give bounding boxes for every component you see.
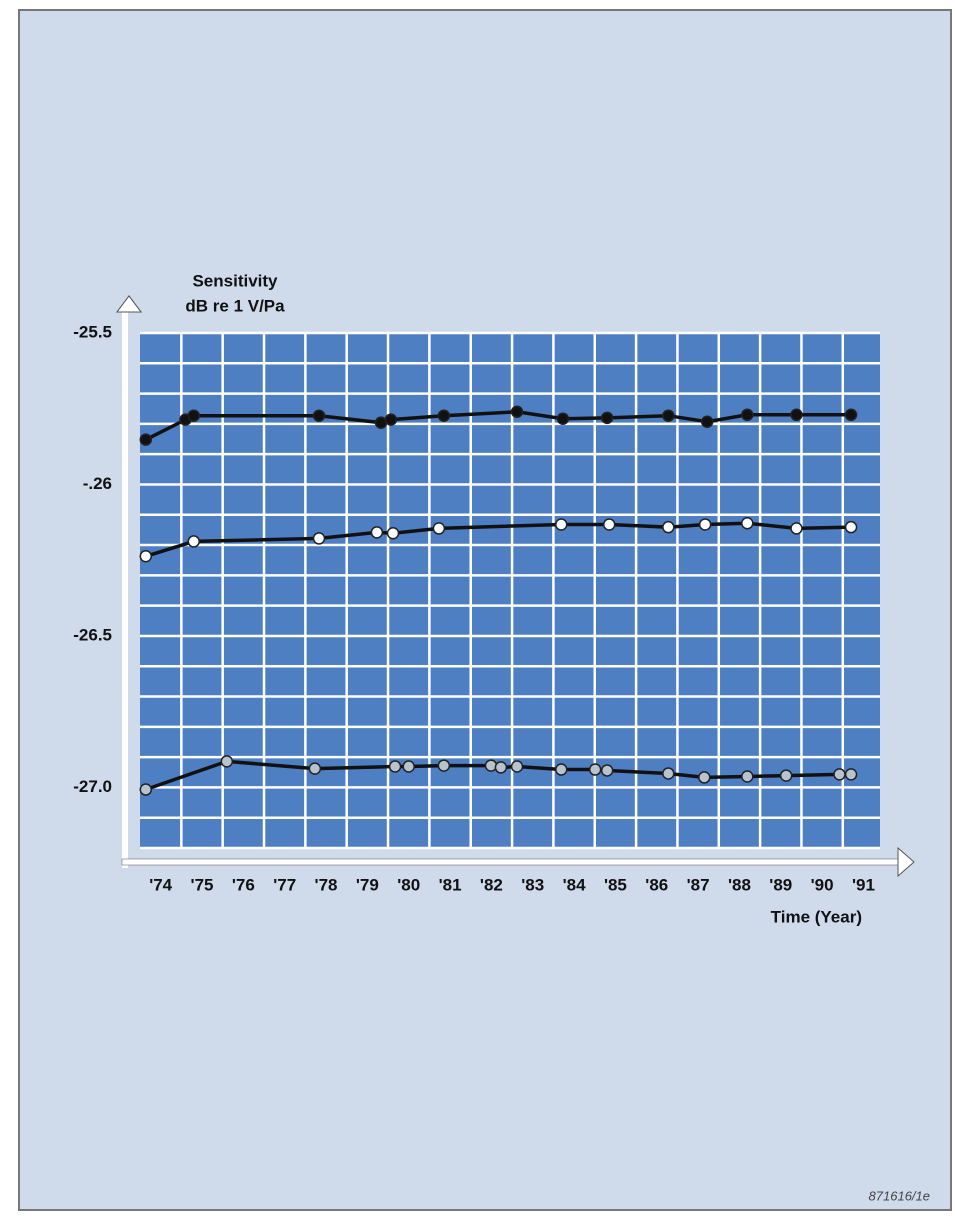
x-tick-label: '78 — [315, 875, 338, 894]
data-point — [494, 761, 508, 774]
x-tick-label: '77 — [273, 875, 296, 894]
data-point — [844, 520, 858, 534]
data-point — [384, 413, 398, 426]
data-point — [308, 762, 322, 775]
data-point — [312, 532, 326, 545]
data-point — [741, 516, 754, 530]
x-axis-label: Time (Year) — [771, 907, 862, 926]
data-point — [386, 526, 400, 540]
data-point — [437, 409, 451, 422]
data-point — [370, 526, 384, 539]
x-tick-label: '76 — [232, 875, 255, 894]
data-point — [600, 411, 614, 425]
data-point — [700, 415, 714, 429]
data-point — [139, 550, 153, 563]
data-point — [556, 412, 570, 425]
data-point — [602, 518, 616, 531]
x-tick-label: '75 — [191, 875, 214, 894]
x-tick-label: '81 — [439, 875, 462, 894]
data-point — [187, 535, 200, 548]
data-point — [510, 760, 524, 773]
data-point — [779, 769, 793, 782]
data-point — [484, 759, 498, 772]
data-point — [220, 755, 234, 768]
x-tick-label: '91 — [852, 875, 875, 894]
data-point — [139, 783, 153, 796]
y-axis — [122, 312, 128, 868]
x-tick-label: '83 — [521, 875, 544, 894]
x-tick-label: '84 — [563, 875, 586, 894]
data-point — [312, 409, 326, 422]
y-axis-label: Sensitivity — [192, 271, 278, 290]
data-point — [187, 409, 200, 422]
data-point — [588, 763, 602, 776]
data-point — [555, 518, 568, 531]
data-point — [741, 770, 754, 783]
data-point — [662, 767, 675, 780]
x-tick-label: '88 — [728, 875, 751, 894]
x-tick-label: '86 — [645, 875, 668, 894]
data-point — [662, 520, 675, 534]
x-arrow — [897, 846, 915, 878]
data-point — [698, 518, 712, 531]
data-point — [698, 771, 711, 784]
x-tick-label: '90 — [811, 875, 834, 894]
data-point — [437, 759, 451, 772]
data-point — [662, 409, 675, 422]
y-tick-label: -25.5 — [73, 322, 112, 341]
y-tick-label: -26.5 — [73, 625, 112, 644]
axes — [116, 295, 915, 878]
series-line — [145, 759, 852, 792]
data-point — [388, 760, 402, 773]
footnote: 871616/1e — [869, 1188, 930, 1203]
y-tick-label: -27.0 — [73, 777, 112, 796]
data-point — [790, 522, 803, 535]
x-tick-label: '82 — [480, 875, 503, 894]
data-point — [741, 408, 754, 422]
x-tick-label: '79 — [356, 875, 379, 894]
data-point — [432, 522, 446, 535]
data-point — [833, 768, 846, 781]
x-tick-label: '87 — [687, 875, 710, 894]
data-point — [402, 760, 415, 773]
plot-area — [140, 333, 880, 848]
x-tick-label: '89 — [769, 875, 792, 894]
data-point — [555, 763, 568, 776]
y-arrow — [116, 295, 142, 313]
y-axis-label: dB re 1 V/Pa — [185, 296, 285, 315]
y-tick-label: -.26 — [83, 474, 112, 493]
data-point — [844, 768, 858, 781]
x-tick-label: '80 — [397, 875, 420, 894]
x-axis — [121, 858, 901, 866]
x-tick-label: '85 — [604, 875, 627, 894]
data-point — [600, 764, 614, 777]
data-point — [139, 433, 153, 446]
data-point — [510, 405, 524, 419]
x-tick-label: '74 — [149, 875, 172, 894]
data-point — [844, 408, 858, 422]
data-point — [790, 408, 803, 422]
